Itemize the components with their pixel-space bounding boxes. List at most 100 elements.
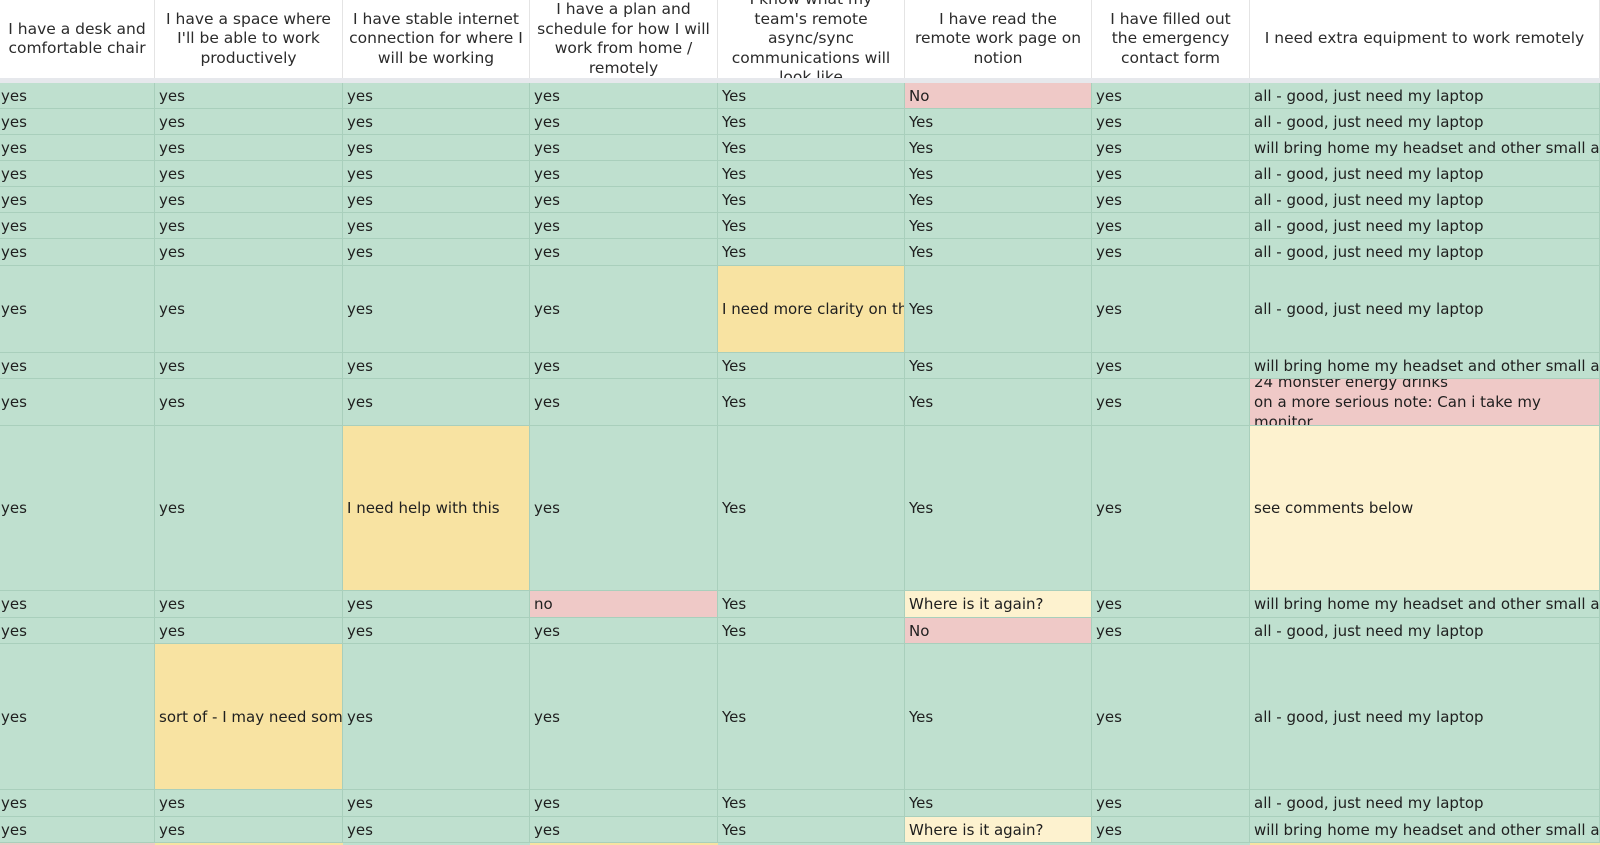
table-cell[interactable]: yes xyxy=(1092,817,1250,843)
column-header[interactable]: I have a space where I'll be able to wor… xyxy=(155,0,343,78)
table-cell[interactable]: Yes xyxy=(718,644,905,790)
table-cell[interactable]: yes xyxy=(530,213,718,239)
column-header[interactable]: I have a plan and schedule for how I wil… xyxy=(530,0,718,78)
table-cell[interactable]: yes xyxy=(1092,644,1250,790)
table-cell[interactable]: Yes xyxy=(905,790,1092,817)
table-cell[interactable]: yes xyxy=(0,591,155,618)
table-cell[interactable]: Yes xyxy=(718,591,905,618)
table-cell[interactable]: yes xyxy=(0,161,155,187)
table-cell[interactable]: Yes xyxy=(905,213,1092,239)
table-cell[interactable]: yes xyxy=(0,213,155,239)
table-cell[interactable]: Yes xyxy=(905,379,1092,426)
table-cell[interactable]: Yes xyxy=(718,239,905,266)
table-cell[interactable]: yes xyxy=(530,161,718,187)
table-cell[interactable]: yes xyxy=(155,213,343,239)
table-cell[interactable]: No xyxy=(905,618,1092,644)
table-cell[interactable]: yes xyxy=(343,135,530,161)
table-cell[interactable]: Yes xyxy=(718,618,905,644)
table-cell[interactable]: yes xyxy=(0,379,155,426)
table-cell[interactable]: no xyxy=(530,591,718,618)
table-cell[interactable]: Where is it again? xyxy=(905,591,1092,618)
table-cell[interactable]: all - good, just need my laptop xyxy=(1250,790,1600,817)
table-cell[interactable]: Yes xyxy=(905,187,1092,213)
column-header[interactable]: I need extra equipment to work remotely xyxy=(1250,0,1600,78)
table-cell[interactable]: will bring home my headset and other sma… xyxy=(1250,817,1600,843)
table-cell[interactable]: yes xyxy=(0,817,155,843)
table-cell[interactable]: yes xyxy=(343,817,530,843)
table-cell[interactable]: yes xyxy=(530,790,718,817)
table-cell[interactable]: yes xyxy=(155,109,343,135)
table-cell[interactable]: yes xyxy=(155,135,343,161)
table-cell[interactable]: yes xyxy=(155,379,343,426)
table-cell[interactable]: Yes xyxy=(905,266,1092,353)
table-cell[interactable]: Yes xyxy=(718,135,905,161)
table-cell[interactable]: yes xyxy=(0,135,155,161)
column-header[interactable]: I have read the remote work page on noti… xyxy=(905,0,1092,78)
table-cell[interactable]: Yes xyxy=(718,83,905,109)
table-cell[interactable]: yes xyxy=(1092,591,1250,618)
table-cell[interactable]: yes xyxy=(155,591,343,618)
table-cell[interactable]: yes xyxy=(343,109,530,135)
table-cell[interactable]: all - good, just need my laptop xyxy=(1250,266,1600,353)
table-cell[interactable]: 24 monster energy drinks on a more serio… xyxy=(1250,379,1600,426)
table-cell[interactable]: yes xyxy=(1092,109,1250,135)
table-cell[interactable]: yes xyxy=(1092,426,1250,591)
table-cell[interactable]: yes xyxy=(0,109,155,135)
table-cell[interactable]: yes xyxy=(0,239,155,266)
table-cell[interactable]: Yes xyxy=(718,353,905,379)
table-cell[interactable]: yes xyxy=(343,213,530,239)
table-cell[interactable]: all - good, just need my laptop xyxy=(1250,618,1600,644)
table-cell[interactable]: yes xyxy=(1092,83,1250,109)
table-cell[interactable]: yes xyxy=(1092,266,1250,353)
table-cell[interactable]: yes xyxy=(155,353,343,379)
table-cell[interactable]: yes xyxy=(343,790,530,817)
table-cell[interactable]: yes xyxy=(1092,353,1250,379)
table-cell[interactable]: will bring home my headset and other sma… xyxy=(1250,135,1600,161)
table-cell[interactable]: yes xyxy=(0,187,155,213)
table-cell[interactable]: yes xyxy=(530,426,718,591)
column-header[interactable]: I have filled out the emergency contact … xyxy=(1092,0,1250,78)
table-cell[interactable]: yes xyxy=(0,618,155,644)
table-cell[interactable]: yes xyxy=(0,353,155,379)
table-cell[interactable]: yes xyxy=(0,266,155,353)
table-cell[interactable]: Where is it again? xyxy=(905,817,1092,843)
table-cell[interactable]: Yes xyxy=(905,135,1092,161)
table-cell[interactable]: I need help with this xyxy=(343,426,530,591)
table-cell[interactable]: yes xyxy=(155,426,343,591)
table-cell[interactable]: I need more clarity on thi xyxy=(718,266,905,353)
table-cell[interactable]: yes xyxy=(530,353,718,379)
table-cell[interactable]: yes xyxy=(530,266,718,353)
table-cell[interactable]: yes xyxy=(1092,618,1250,644)
column-header[interactable]: I have a desk and comfortable chair xyxy=(0,0,155,78)
table-cell[interactable]: Yes xyxy=(905,426,1092,591)
table-cell[interactable]: Yes xyxy=(718,790,905,817)
table-cell[interactable]: yes xyxy=(155,187,343,213)
table-cell[interactable]: yes xyxy=(155,790,343,817)
table-cell[interactable]: yes xyxy=(343,618,530,644)
table-cell[interactable]: yes xyxy=(155,817,343,843)
table-cell[interactable]: all - good, just need my laptop xyxy=(1250,161,1600,187)
table-cell[interactable]: will bring home my headset and other sma… xyxy=(1250,591,1600,618)
table-cell[interactable]: yes xyxy=(530,109,718,135)
table-cell[interactable]: yes xyxy=(343,239,530,266)
table-cell[interactable]: Yes xyxy=(718,817,905,843)
table-cell[interactable]: all - good, just need my laptop xyxy=(1250,213,1600,239)
table-cell[interactable]: Yes xyxy=(905,109,1092,135)
table-cell[interactable]: sort of - I may need some xyxy=(155,644,343,790)
table-cell[interactable]: yes xyxy=(155,83,343,109)
table-cell[interactable]: yes xyxy=(1092,790,1250,817)
table-cell[interactable]: yes xyxy=(530,135,718,161)
table-cell[interactable]: Yes xyxy=(905,161,1092,187)
table-cell[interactable]: Yes xyxy=(718,161,905,187)
column-header[interactable]: I know what my team's remote async/sync … xyxy=(718,0,905,86)
table-cell[interactable]: Yes xyxy=(718,213,905,239)
table-cell[interactable]: yes xyxy=(530,83,718,109)
table-cell[interactable]: yes xyxy=(530,379,718,426)
table-cell[interactable]: Yes xyxy=(905,353,1092,379)
table-cell[interactable]: yes xyxy=(1092,379,1250,426)
table-cell[interactable]: yes xyxy=(343,161,530,187)
table-cell[interactable]: yes xyxy=(343,591,530,618)
table-cell[interactable]: yes xyxy=(1092,161,1250,187)
table-cell[interactable]: Yes xyxy=(905,239,1092,266)
table-cell[interactable]: yes xyxy=(343,644,530,790)
